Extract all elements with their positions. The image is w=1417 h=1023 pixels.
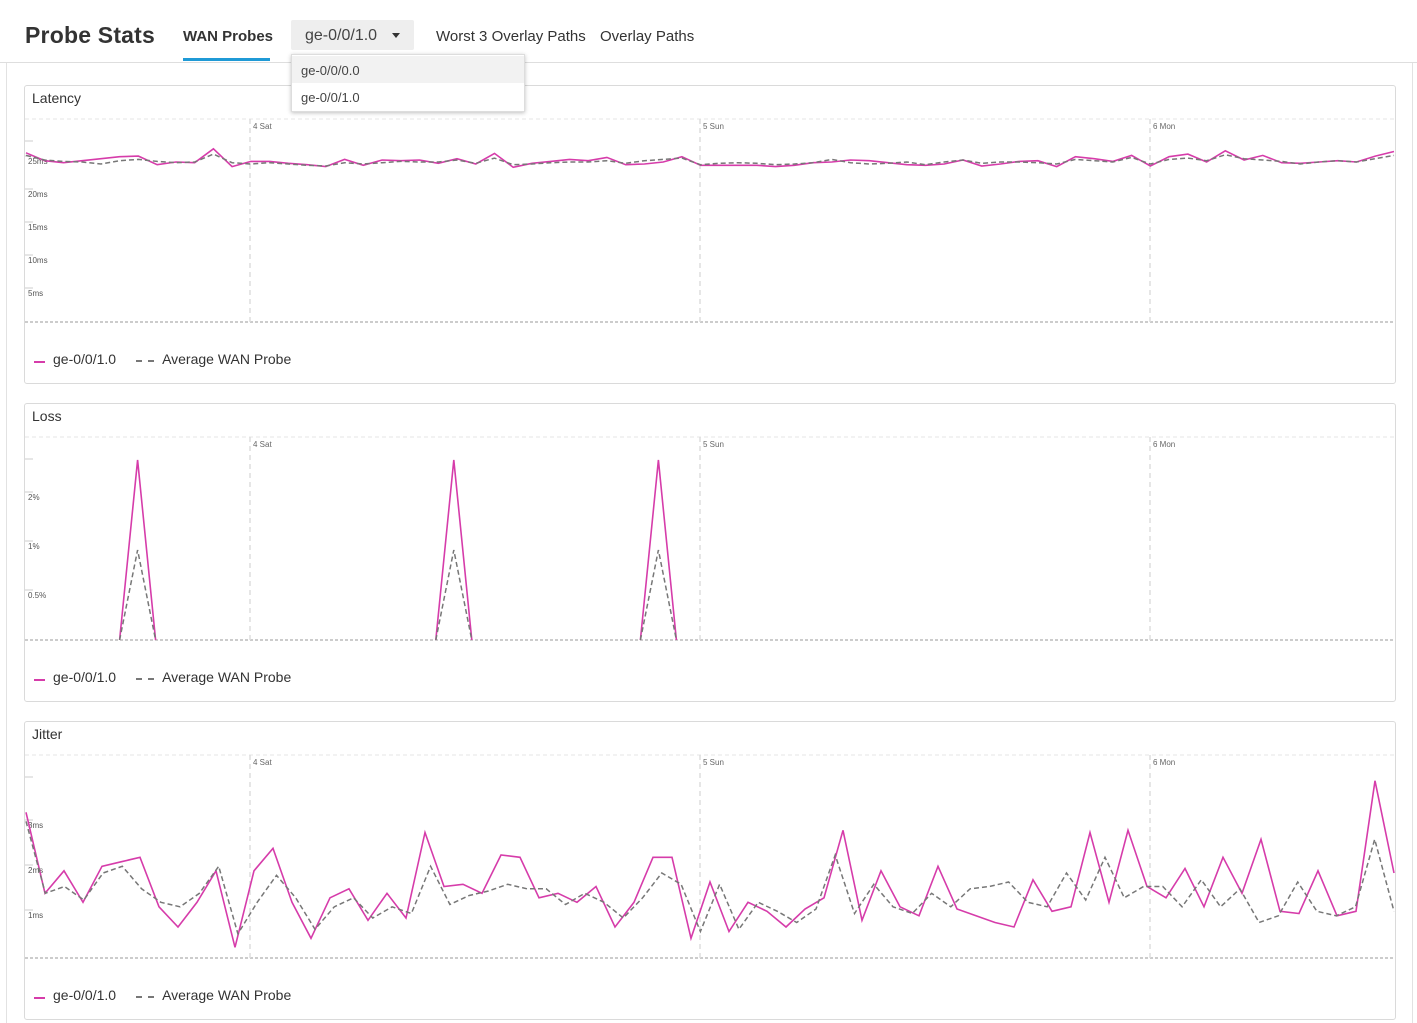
- average-series-spike: [118, 549, 157, 641]
- x-day-label: 6 Mon: [1153, 440, 1175, 449]
- page-frame: [6, 0, 1413, 1023]
- legend-label: Average WAN Probe: [162, 669, 292, 685]
- jitter-chart-card: Jitter 4 Sat 5 Sun 6 Mon 3ms 2ms 1ms ge-0/0/1…: [24, 721, 1396, 1020]
- active-tab-indicator: [183, 58, 270, 61]
- interface-series-line: [25, 780, 1395, 948]
- caret-down-icon: [392, 33, 400, 38]
- y-tick-label: 1ms: [28, 911, 43, 920]
- y-tick-label: 3ms: [28, 821, 43, 830]
- chart-legend: ge-0/0/1.0 Average WAN Probe: [34, 669, 291, 685]
- average-series-line: [25, 153, 1395, 167]
- y-tick-label: 2%: [28, 493, 40, 502]
- dropdown-option-label: ge-0/0/0.0: [301, 63, 360, 78]
- legend-label: ge-0/0/1.0: [53, 987, 117, 1003]
- y-tick-label: 15ms: [28, 223, 48, 232]
- page-title: Probe Stats: [25, 22, 156, 48]
- x-day-label: 4 Sat: [253, 440, 272, 449]
- y-tick-label: 0.5%: [28, 591, 46, 600]
- y-tick-label: 2ms: [28, 866, 43, 875]
- interface-select[interactable]: ge-0/0/1.0: [291, 20, 414, 50]
- legend-label: ge-0/0/1.0: [53, 351, 117, 367]
- x-day-label: 4 Sat: [253, 758, 272, 767]
- interface-legend-swatch: [34, 997, 45, 1000]
- y-tick-label: 1%: [28, 542, 40, 551]
- chart-title: Loss: [32, 408, 62, 424]
- chart-title: Jitter: [32, 726, 63, 742]
- page-header: Probe Stats WAN Probes ge-0/0/1.0 Worst …: [0, 0, 1417, 63]
- latency-chart-card: Latency 4 Sat 5 Sun 6 Mon 25ms 20ms 15ms 10ms 5…: [24, 85, 1396, 384]
- jitter-chart: 4 Sat 5 Sun 6 Mon 3ms 2ms 1ms: [25, 754, 1395, 959]
- x-day-label: 5 Sun: [703, 122, 724, 131]
- chart-legend: ge-0/0/1.0 Average WAN Probe: [34, 987, 291, 1003]
- tab-worst-3-overlay-paths[interactable]: Worst 3 Overlay Paths: [436, 28, 586, 45]
- average-legend-swatch: [136, 360, 155, 363]
- average-series-spike: [639, 549, 678, 641]
- average-series-spike: [435, 549, 473, 641]
- chart-legend: ge-0/0/1.0 Average WAN Probe: [34, 351, 291, 367]
- legend-label: Average WAN Probe: [162, 351, 292, 367]
- y-tick-label: 5ms: [28, 289, 43, 298]
- legend-label: ge-0/0/1.0: [53, 669, 117, 685]
- interface-series-line: [25, 147, 1395, 169]
- y-tick-label: 20ms: [28, 190, 48, 199]
- dropdown-option-ge-0-0-1-0[interactable]: ge-0/0/1.0: [292, 83, 524, 110]
- interface-dropdown-menu: ge-0/0/0.0 ge-0/0/1.0: [291, 54, 525, 112]
- y-tick-label: 25ms: [28, 157, 48, 166]
- interface-legend-swatch: [34, 361, 45, 364]
- interface-series-spike: [118, 459, 157, 641]
- x-day-label: 6 Mon: [1153, 758, 1175, 767]
- dropdown-option-ge-0-0-0-0[interactable]: ge-0/0/0.0: [292, 56, 524, 83]
- average-legend-swatch: [136, 996, 155, 999]
- interface-select-value: ge-0/0/1.0: [305, 27, 378, 44]
- tab-overlay-paths[interactable]: Overlay Paths: [600, 28, 695, 45]
- x-day-label: 4 Sat: [253, 122, 272, 131]
- average-legend-swatch: [136, 678, 155, 681]
- tab-wan-probes[interactable]: WAN Probes: [183, 28, 274, 45]
- interface-legend-swatch: [34, 679, 45, 682]
- latency-chart: 4 Sat 5 Sun 6 Mon 25ms 20ms 15ms 10ms 5ms: [25, 118, 1395, 323]
- interface-series-spike: [435, 459, 473, 641]
- chart-title: Latency: [32, 90, 82, 106]
- y-tick-label: 10ms: [28, 256, 48, 265]
- interface-series-spike: [639, 459, 678, 641]
- loss-chart: 4 Sat 5 Sun 6 Mon 2% 1% 0.5%: [25, 436, 1395, 641]
- dropdown-option-label: ge-0/0/1.0: [301, 90, 360, 105]
- x-day-label: 5 Sun: [703, 440, 724, 449]
- x-day-label: 5 Sun: [703, 758, 724, 767]
- loss-chart-card: Loss 4 Sat 5 Sun 6 Mon 2% 1% 0.5% ge-0/0/1.0 A…: [24, 403, 1396, 702]
- average-series-line: [25, 821, 1395, 936]
- x-day-label: 6 Mon: [1153, 122, 1175, 131]
- legend-label: Average WAN Probe: [162, 987, 292, 1003]
